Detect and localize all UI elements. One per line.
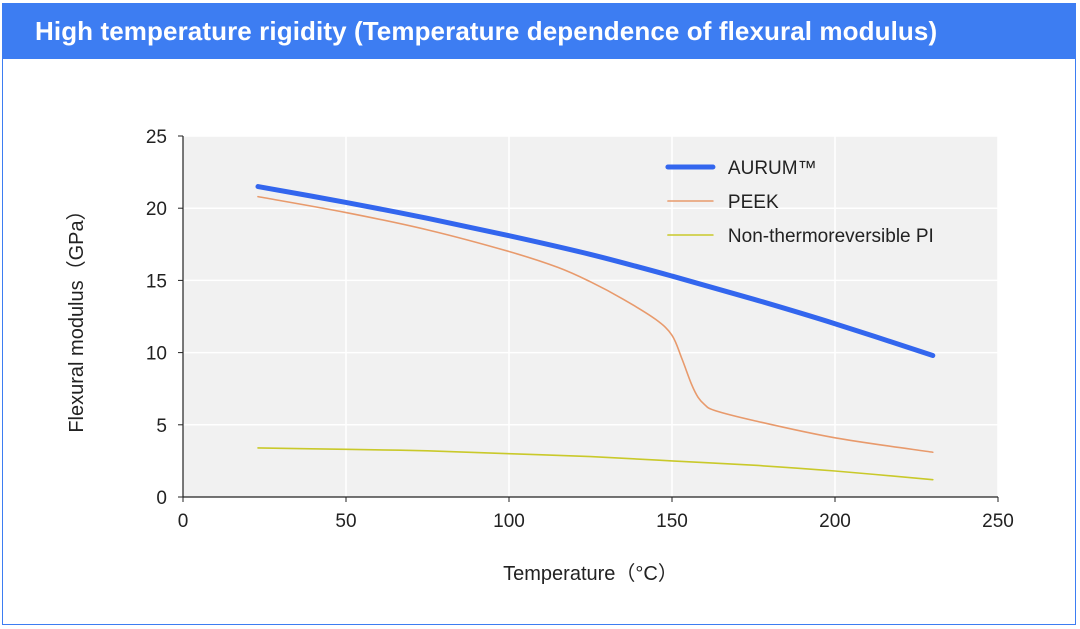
- y-tick-label: 20: [146, 199, 167, 220]
- series-aurum: [255, 184, 936, 358]
- title-bar: High temperature rigidity (Temperature d…: [3, 4, 1075, 59]
- y-tick-label: 5: [156, 416, 167, 437]
- series-line: [255, 184, 936, 358]
- y-tick-label: 0: [156, 488, 167, 509]
- x-tick-label: 0: [178, 511, 189, 532]
- x-tick-label: 250: [982, 511, 1014, 532]
- x-axis-title: Temperature（°C）: [503, 562, 678, 585]
- y-tick-label: 15: [146, 271, 167, 292]
- series-peek: [257, 195, 934, 454]
- legend-label: AURUM™: [728, 158, 817, 179]
- x-tick-label: 50: [335, 511, 356, 532]
- legend-label: PEEK: [728, 192, 779, 213]
- x-tick-label: 100: [493, 511, 525, 532]
- x-tick-label: 200: [819, 511, 851, 532]
- legend-entry[interactable]: PEEK: [667, 192, 779, 213]
- plot-area: [183, 136, 998, 497]
- legend-label: Non-thermoreversible PI: [728, 226, 934, 247]
- legend-entry[interactable]: AURUM™: [665, 158, 817, 179]
- y-tick-label: 25: [146, 127, 167, 148]
- chart-title: High temperature rigidity (Temperature d…: [35, 16, 938, 46]
- y-tick-label: 10: [146, 344, 167, 365]
- x-tick-label: 150: [656, 511, 688, 532]
- series-pi: [257, 447, 934, 481]
- legend-entry[interactable]: Non-thermoreversible PI: [667, 226, 934, 247]
- series-line: [257, 195, 934, 454]
- y-axis-title: Flexural modulus（GPa）: [65, 200, 88, 432]
- line-chart: 0 50 100 150 200 250 0 5 10 15 20 25 AURUM™ PEEK Non-…: [65, 127, 1014, 585]
- chart-frame: High temperature rigidity (Temperature d…: [2, 3, 1076, 625]
